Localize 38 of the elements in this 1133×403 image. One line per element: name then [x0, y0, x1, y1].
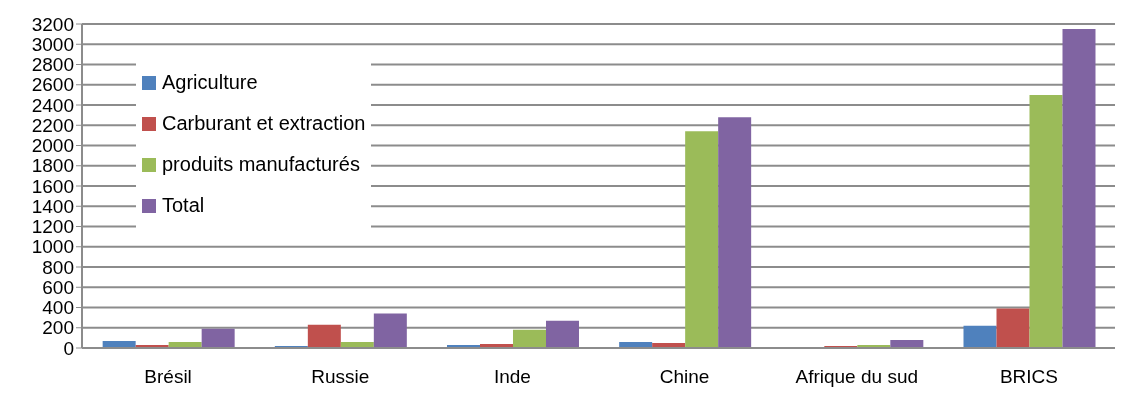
y-tick-label: 3000	[31, 33, 74, 55]
y-tick-label: 2800	[31, 54, 74, 76]
bar	[307, 324, 341, 348]
bar	[685, 131, 719, 348]
x-tick-label: BRICS	[999, 366, 1058, 388]
bar	[718, 117, 752, 348]
legend-label: Agriculture	[162, 71, 258, 94]
y-tick-label: 600	[42, 276, 74, 298]
y-tick-label: 2400	[31, 94, 74, 116]
y-tick-label: 1600	[31, 175, 74, 197]
bar	[545, 320, 579, 348]
legend-label: Carburant et extraction	[162, 112, 366, 135]
bar	[1062, 29, 1096, 348]
x-tick-label: Chine	[659, 366, 710, 388]
y-tick-label: 2000	[31, 135, 74, 157]
bar	[963, 325, 997, 348]
bar	[373, 313, 407, 348]
y-tick-label: 200	[42, 317, 74, 339]
x-tick-label: Afrique du sud	[795, 366, 919, 388]
bar	[996, 308, 1030, 348]
x-tick-label: Russie	[311, 366, 370, 388]
x-tick-label: Brésil	[144, 366, 192, 388]
y-tick-label: 0	[63, 337, 74, 359]
y-tick-label: 400	[42, 297, 74, 319]
y-tick-label: 1400	[31, 195, 74, 217]
y-tick-label: 1000	[31, 236, 74, 258]
y-tick-label: 1800	[31, 155, 74, 177]
bar	[512, 329, 546, 348]
legend-label: Total	[162, 194, 205, 217]
legend-label: produits manufacturés	[162, 153, 360, 176]
bar	[201, 328, 235, 348]
x-tick-label: Inde	[493, 366, 531, 388]
y-tick-label: 2600	[31, 74, 74, 96]
y-tick-label: 800	[42, 256, 74, 278]
y-tick-label: 1200	[31, 216, 74, 238]
y-tick-label: 3200	[31, 13, 74, 35]
bar	[1029, 94, 1063, 348]
y-tick-label: 2200	[31, 115, 74, 136]
